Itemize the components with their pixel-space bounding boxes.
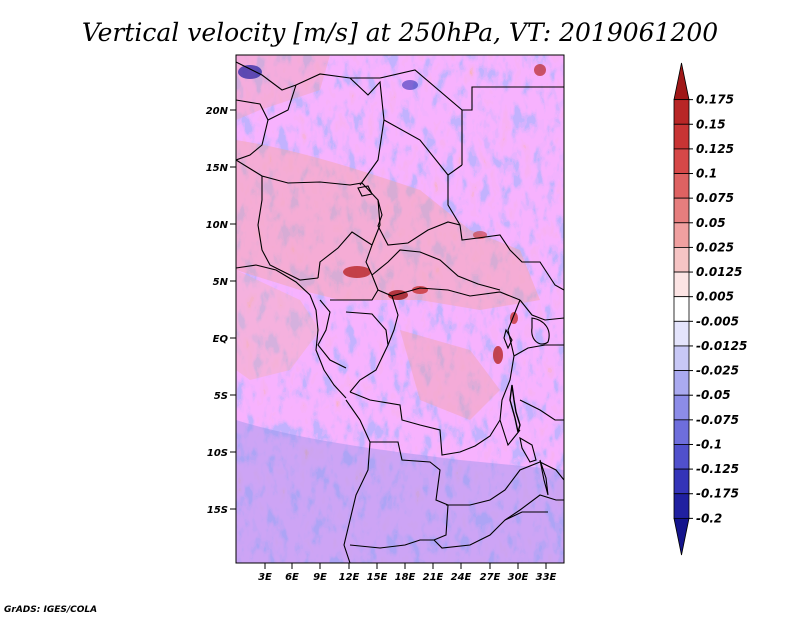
credit-text: GrADS: IGES/COLA: [4, 605, 97, 615]
velocity-field: [236, 55, 564, 563]
country-borders: [236, 61, 564, 563]
colorbar: 0.175 0.15 0.125 0.1 0.075 0.05 0.025 0.0125 0.0…: [673, 62, 747, 556]
colorbar-swatch: [673, 99, 690, 125]
lon-label: 12E: [339, 572, 360, 583]
map-frame: [235, 54, 565, 564]
lat-labels: 20N 15N 10N 5N EQ 5S 10S 15S: [206, 106, 229, 516]
colorbar-swatch: [673, 493, 690, 519]
lat-label: 5S: [214, 391, 228, 402]
colorbar-swatch: [673, 222, 690, 248]
colorbar-label: 0.075: [696, 191, 734, 205]
colorbar-label: -0.1: [696, 437, 722, 451]
lon-labels: 3E 6E 9E 12E 15E 18E 21E 24E 27E 30E 33E: [258, 572, 556, 583]
colorbar-label: 0.15: [696, 117, 726, 131]
colorbar-swatch: [673, 123, 690, 150]
colorbar-swatch: [673, 394, 690, 421]
lat-label: EQ: [213, 334, 229, 345]
colorbar-swatch: [673, 345, 690, 371]
colorbar-label: 0.05: [696, 216, 726, 230]
lon-axis: [264, 563, 547, 569]
colorbar-label: -0.025: [696, 364, 739, 378]
colorbar-label: 0.005: [696, 290, 734, 304]
lon-label: 27E: [480, 572, 501, 583]
colorbar-label: -0.125: [696, 462, 739, 476]
chart-title: Vertical velocity [m/s] at 250hPa, VT: 2…: [82, 18, 718, 47]
lon-label: 15E: [367, 572, 388, 583]
lon-label: 18E: [395, 572, 416, 583]
lat-label: 10S: [207, 448, 228, 459]
colorbar-swatch: [673, 173, 690, 199]
colorbar-label: -0.005: [696, 314, 739, 328]
colorbar-swatch: [673, 148, 690, 174]
lon-label: 9E: [313, 572, 327, 583]
colorbar-swatch: [673, 271, 690, 298]
lon-label: 30E: [508, 572, 529, 583]
lon-label: 21E: [423, 572, 444, 583]
colorbar-swatch: [673, 197, 690, 224]
colorbar-label: -0.175: [696, 487, 739, 501]
lat-label: 20N: [206, 106, 229, 117]
colorbar-label: 0.125: [696, 142, 734, 156]
colorbar-label: 0.025: [696, 240, 734, 254]
lat-label: 15S: [207, 505, 228, 516]
colorbar-arrow-bottom: [673, 517, 690, 556]
colorbar-label: 0.0125: [696, 265, 742, 279]
colorbar-swatch: [673, 419, 690, 445]
colorbar-label: 0.175: [696, 93, 734, 107]
colorbar-swatch: [673, 296, 690, 322]
colorbar-swatch: [673, 370, 690, 396]
colorbar-label: -0.075: [696, 413, 739, 427]
colorbar-arrow-top: [673, 62, 690, 101]
colorbar-swatch: [673, 247, 690, 273]
colorbar-swatch: [673, 320, 690, 347]
lon-label: 33E: [536, 572, 557, 583]
lat-label: 15N: [206, 163, 229, 174]
colorbar-swatch: [673, 468, 690, 495]
colorbar-label: -0.0125: [696, 339, 747, 353]
colorbar-label: -0.05: [696, 388, 731, 402]
lon-label: 6E: [285, 572, 299, 583]
colorbar-label: -0.2: [696, 511, 722, 525]
lat-label: 5N: [213, 277, 229, 288]
lat-axis: [230, 109, 236, 510]
colorbar-swatch: [673, 444, 690, 470]
colorbar-label: 0.1: [696, 167, 717, 181]
lon-label: 24E: [451, 572, 472, 583]
lon-label: 3E: [258, 572, 272, 583]
lat-label: 10N: [206, 220, 229, 231]
